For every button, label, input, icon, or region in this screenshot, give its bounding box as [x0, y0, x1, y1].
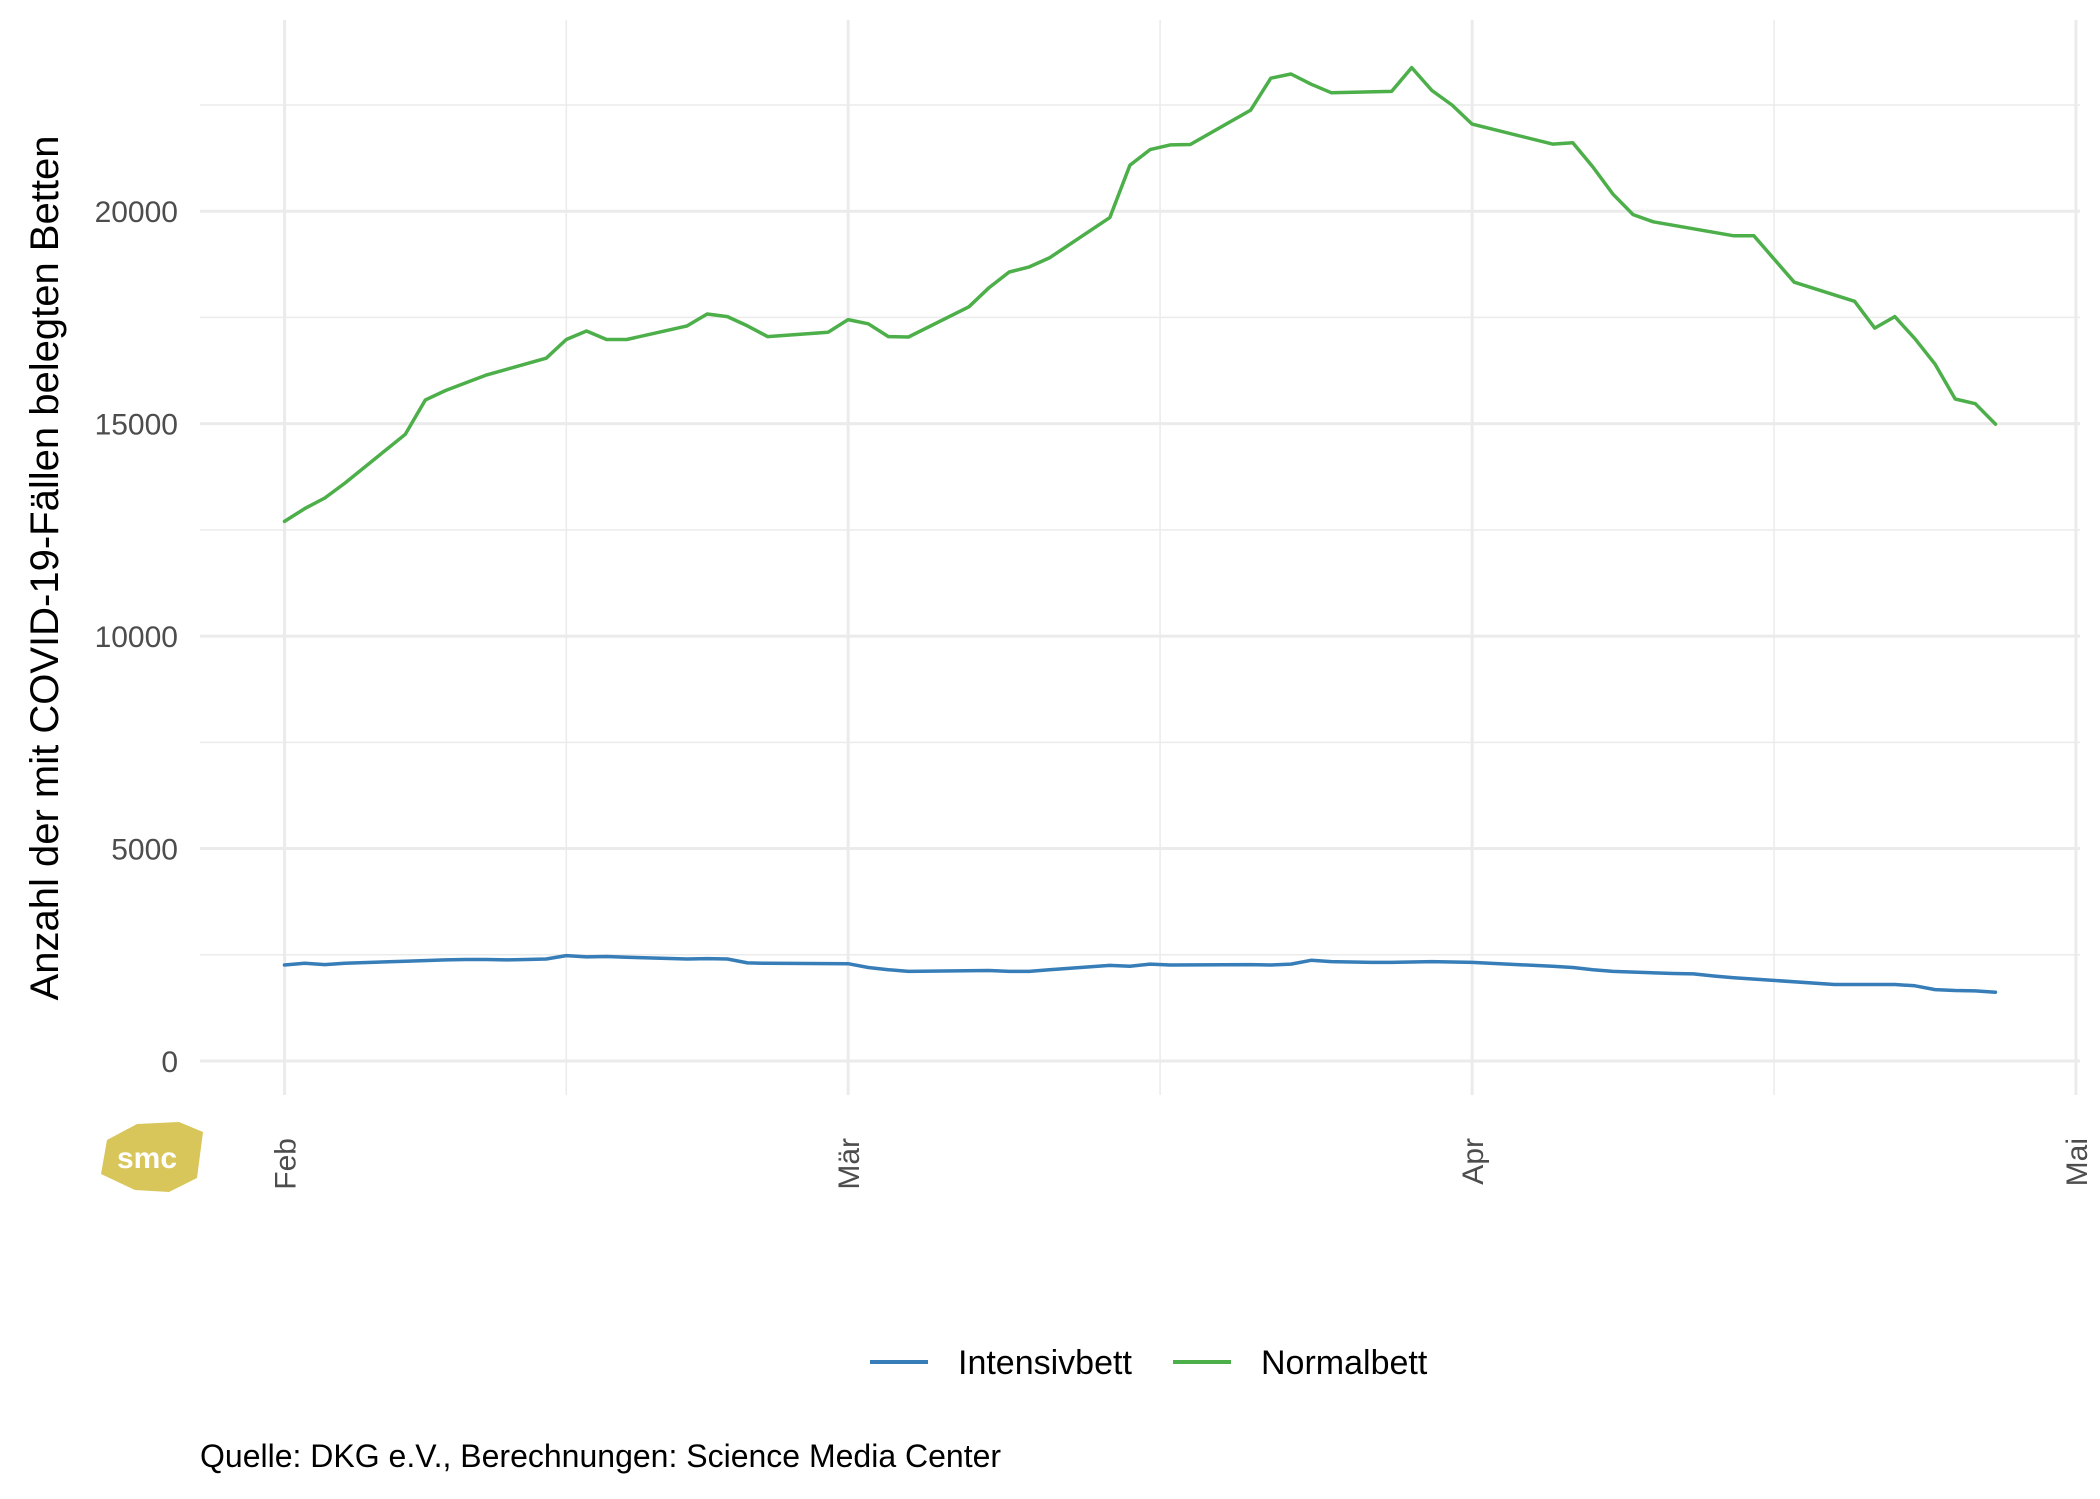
x-axis-tick-labels: Feb Mär Apr Mai [270, 1138, 2094, 1190]
series-lines [282, 65, 1998, 994]
caption: Quelle: DKG e.V., Berechnungen: Science … [200, 1438, 1001, 1474]
x-tick-label: Apr [1457, 1138, 1490, 1185]
series-line-normalbett [282, 65, 1998, 524]
y-tick-label: 10000 [95, 621, 178, 654]
y-axis-tick-labels: 0 5000 10000 15000 20000 [95, 196, 178, 1079]
y-axis-title: Anzahl der mit COVID-19-Fällen belegten … [23, 136, 67, 1001]
series-line-intensivbett [282, 953, 1998, 994]
x-tick-label: Mai [2061, 1138, 2094, 1186]
y-tick-label: 0 [161, 1046, 178, 1079]
legend-label-normalbett: Normalbett [1261, 1344, 1428, 1382]
smc-logo-shape [101, 1122, 203, 1192]
x-tick-label: Feb [270, 1138, 303, 1190]
smc-logo: smc [101, 1122, 203, 1192]
y-tick-label: 15000 [95, 409, 178, 442]
y-tick-label: 20000 [95, 196, 178, 229]
legend: Intensivbett Normalbett [870, 1344, 1428, 1382]
legend-label-intensivbett: Intensivbett [958, 1344, 1132, 1382]
grid-major-lines [200, 20, 2080, 1095]
smc-logo-text: smc [117, 1142, 177, 1175]
grid-minor-lines [200, 20, 2080, 1095]
x-tick-label: Mär [833, 1138, 866, 1190]
y-tick-label: 5000 [111, 834, 178, 867]
